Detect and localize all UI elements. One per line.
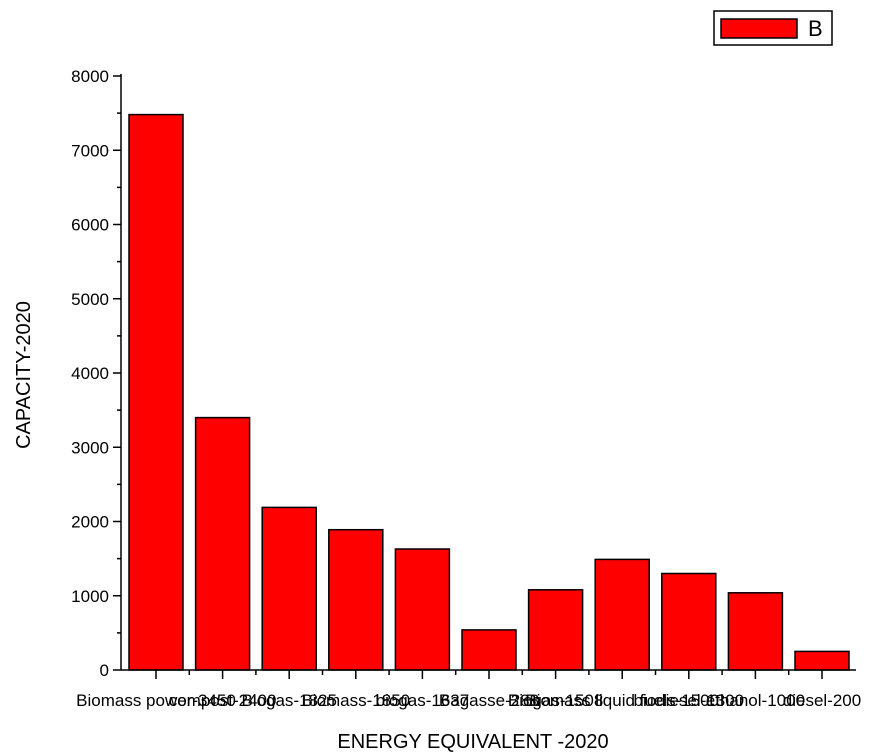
legend-label-b: B (808, 16, 823, 41)
x-tick-label-2: Biogas-1825 (241, 691, 336, 710)
bar-4 (394, 548, 451, 671)
x-tick-label-1: compost-2400 (169, 691, 277, 710)
y-tick-label-5: 5000 (71, 290, 109, 309)
x-tick-label-5: Bagasse-288 (439, 691, 539, 710)
axes-group: Biomass power-3450compost-2400Biogas-182… (71, 67, 861, 710)
y-tick-label-1: 1000 (71, 587, 109, 606)
bar-2 (261, 506, 317, 671)
bar-5 (461, 629, 517, 671)
bar-6 (527, 589, 584, 671)
y-tick-label-2: 2000 (71, 513, 109, 532)
bar-8 (661, 572, 717, 671)
x-tick-label-10: diesel-200 (783, 691, 861, 710)
y-tick-label-3: 3000 (71, 438, 109, 457)
bar-3 (328, 528, 384, 671)
legend: B (713, 10, 833, 46)
y-tick-label-0: 0 (100, 661, 109, 680)
x-tick-label-3: Biomass-1850 (301, 691, 410, 710)
legend-swatch-b (720, 18, 798, 39)
y-tick-label-6: 6000 (71, 216, 109, 235)
x-tick-label-4: biogas-1637 (376, 691, 470, 710)
x-tick-label-8: biodiesel-1300 (634, 691, 745, 710)
x-axis-title: ENERGY EQUIVALENT -2020 (337, 731, 608, 753)
x-tick-label-7: Biomass liquid fuels-1500 (525, 691, 719, 710)
y-tick-label-7: 7000 (71, 141, 109, 160)
x-tick-label-0: Biomass power-3450 (76, 691, 236, 710)
bar-10 (794, 650, 850, 671)
bar-7 (594, 558, 650, 671)
y-axis-title: CAPACITY-2020 (13, 301, 35, 449)
bar-1 (194, 416, 251, 671)
bar-9 (727, 592, 784, 671)
x-tick-label-9: ethanol-1000 (706, 691, 805, 710)
y-tick-label-4: 4000 (71, 364, 109, 383)
x-tick-label-6: Biogas-1508 (508, 691, 603, 710)
bars-group (128, 113, 850, 671)
bar-0 (128, 113, 184, 671)
y-tick-label-8: 8000 (71, 67, 109, 86)
